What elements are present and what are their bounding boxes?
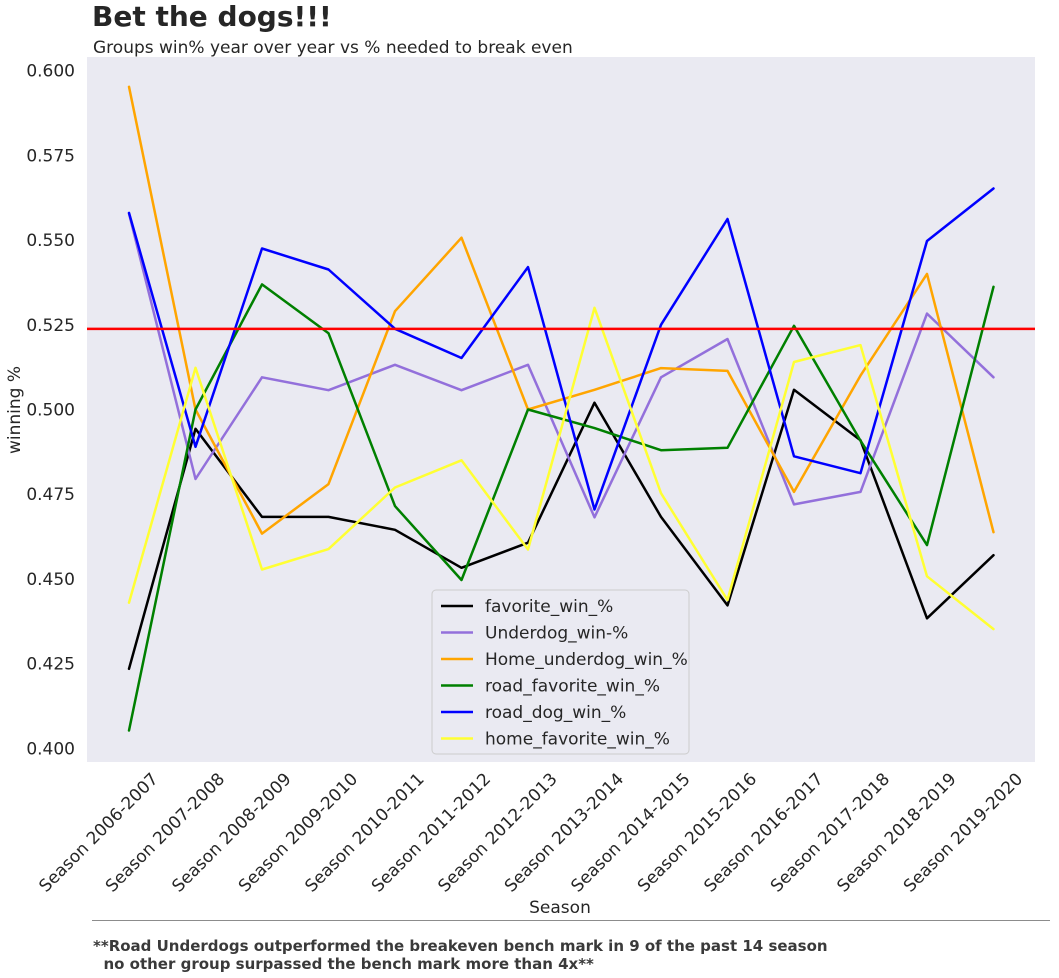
x-tick-label: Season 2010-2011 — [301, 769, 428, 896]
series-lines — [127, 85, 995, 732]
series-line — [127, 306, 995, 631]
footnote-divider — [92, 920, 1050, 921]
series-line — [127, 212, 995, 519]
series-line — [127, 388, 995, 671]
x-tick-label: Season 2014-2015 — [567, 769, 694, 896]
series-line — [127, 85, 995, 535]
x-tick-label: Season 2011-2012 — [368, 769, 495, 896]
legend: favorite_win_% Underdog_win-% Home_underdo… — [431, 589, 690, 755]
y-tick-label: 0.450 — [26, 570, 75, 590]
y-axis-label: winning % — [5, 366, 25, 454]
x-axis-label: Season — [529, 898, 591, 918]
legend-label: road_dog_win_% — [485, 703, 626, 723]
x-tick-label: Season 2013-2014 — [501, 769, 628, 896]
y-tick-label: 0.600 — [26, 62, 75, 82]
y-axis: 0.400 0.425 0.450 0.475 0.500 0.525 0.550 0.575… — [26, 62, 75, 760]
series-line — [127, 283, 995, 732]
line-chart: 0.400 0.425 0.450 0.475 0.500 0.525 0.550 0.575… — [5, 57, 1035, 918]
x-tick-label: Season 2007-2008 — [102, 769, 229, 896]
series-line — [127, 187, 995, 511]
y-tick-label: 0.475 — [26, 485, 75, 505]
legend-label: home_favorite_win_% — [485, 730, 670, 750]
x-tick-label: Season 2016-2017 — [700, 769, 827, 896]
x-tick-label: Season 2012-2013 — [434, 769, 561, 896]
legend-label: Underdog_win-% — [485, 624, 628, 644]
x-tick-label: Season 2015-2016 — [634, 769, 761, 896]
chart-subtitle: Groups win% year over year vs % needed t… — [93, 38, 573, 58]
y-tick-label: 0.425 — [26, 655, 75, 675]
footnote: **Road Underdogs outperformed the breake… — [93, 937, 828, 973]
legend-label: favorite_win_% — [485, 597, 613, 617]
y-tick-label: 0.525 — [26, 316, 75, 336]
legend-label: road_favorite_win_% — [485, 677, 660, 697]
y-tick-label: 0.500 — [26, 401, 75, 421]
x-tick-label: Season 2008-2009 — [168, 769, 295, 896]
chart-title: Bet the dogs!!! — [92, 0, 332, 33]
x-tick-label: Season 2017-2018 — [767, 769, 894, 896]
x-tick-label: Season 2006-2007 — [35, 769, 162, 896]
x-tick-label: Season 2009-2010 — [235, 769, 362, 896]
y-tick-label: 0.550 — [26, 231, 75, 251]
legend-box — [431, 589, 690, 755]
x-tick-label: Season 2018-2019 — [833, 769, 960, 896]
y-tick-label: 0.575 — [26, 146, 75, 166]
x-tick-label: Season 2019-2020 — [900, 769, 1027, 896]
y-tick-label: 0.400 — [26, 739, 75, 759]
legend-label: Home_underdog_win_% — [485, 650, 688, 670]
